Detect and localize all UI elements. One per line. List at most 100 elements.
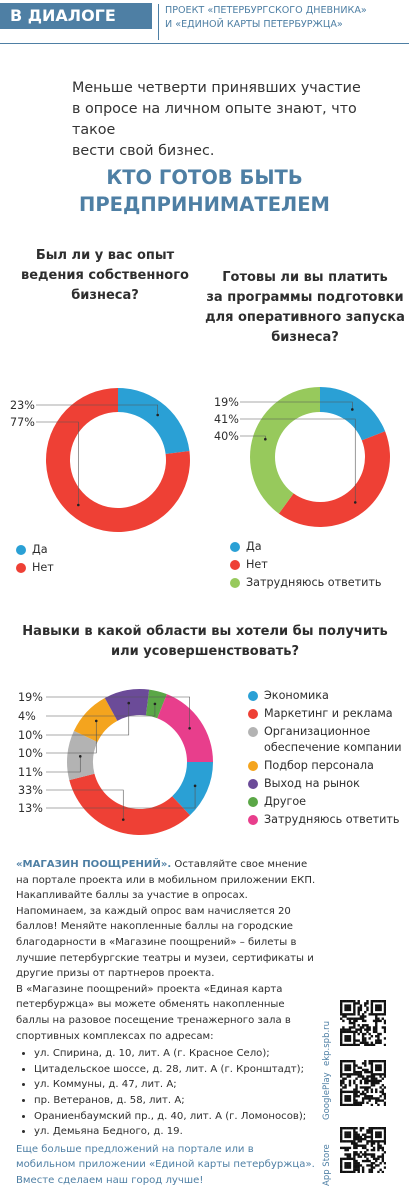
project-line-2: И «ЕДИНОЙ КАРТЫ ПЕТЕРБУРЖЦА» (165, 19, 343, 30)
legend-label: Затрудняюсь ответить (246, 576, 382, 589)
chart2-leader-dot (353, 501, 357, 504)
chart3-title-line: Навыки в какой области вы хотели бы полу… (22, 624, 388, 639)
address-item: ул. Коммуны, д. 47, лит. А; (34, 1077, 316, 1093)
legend-item: Маркетинг и реклама (248, 706, 402, 722)
chart2-value-label: 19% (214, 396, 239, 409)
legend-label: Нет (32, 561, 54, 574)
chart3-legend: Экономика Маркетинг и реклама Организацион… (248, 688, 402, 830)
address-item: Цитадельское шоссе, д. 28, лит. А (г. Кр… (34, 1062, 316, 1078)
address-item: Ораниенбаумский пр., д. 40, лит. А (г. Л… (34, 1109, 316, 1125)
chart1-value-label: 23% (10, 399, 35, 412)
chart1-title: Был ли у вас опыт ведения собственного б… (10, 246, 200, 306)
promo-text-1: Оставляйте свое мнение на портале проект… (16, 859, 316, 980)
qr-code-icon[interactable] (340, 1060, 387, 1107)
address-list: ул. Спирина, д. 10, лит. А (г. Красное С… (16, 1046, 316, 1140)
legend-swatch (248, 797, 258, 807)
legend-label: Другое (264, 795, 307, 808)
chart3-value-label: 10% (18, 729, 43, 742)
legend-item: Да (230, 539, 382, 555)
chart3-title: Навыки в какой области вы хотели бы полу… (10, 622, 400, 662)
chart3-leader-dot (127, 701, 131, 705)
header-divider (158, 4, 159, 40)
promo-cta: Еще больше предложений на портале или в … (16, 1143, 315, 1171)
chart2-value-label: 40% (214, 430, 239, 443)
chart1-slice-0 (118, 388, 190, 454)
chart1-leader-line (36, 421, 79, 506)
chart3-value-label: 11% (18, 766, 43, 779)
chart3-leader-line (46, 696, 190, 729)
chart2-legend: Да Нет Затрудняюсь ответить (230, 539, 382, 593)
chart3-title-line: или усовершенствовать? (110, 644, 300, 659)
chart3-leader-line (46, 785, 196, 809)
intro-line: вести свой бизнес. (72, 143, 215, 159)
project-line-1: ПРОЕКТ «ПЕТЕРБУРГСКОГО ДНЕВНИКА» (165, 5, 367, 16)
chart1-leader-line (36, 404, 158, 415)
chart1-leader-dot (77, 503, 80, 507)
legend-item: Другое (248, 794, 402, 810)
legend-label: Подбор персонала (264, 759, 374, 772)
legend-swatch (230, 542, 240, 552)
legend-label: Затрудняюсь ответить (264, 813, 400, 826)
chart3-leader-dot (153, 702, 157, 706)
legend-swatch (248, 691, 258, 701)
chart3-value-label: 19% (18, 691, 43, 704)
legend-label: обеспечение компании (264, 741, 402, 754)
project-title: ПРОЕКТ «ПЕТЕРБУРГСКОГО ДНЕВНИКА» И «ЕДИН… (165, 4, 405, 32)
legend-item: Нет (16, 560, 54, 576)
legend-label: Экономика (264, 689, 329, 702)
qr-label-ekp: ekp.spb.ru (322, 1020, 332, 1066)
legend-swatch (248, 709, 258, 719)
chart3-leader-dot (94, 719, 98, 723)
intro-line: в опросе на личном опыте знают, что тако… (72, 101, 357, 138)
chart3-value-label: 13% (18, 802, 43, 815)
chart2-title-line: бизнеса? (271, 330, 339, 345)
qr-code-icon[interactable] (340, 1000, 387, 1047)
chart3-slice-1 (69, 773, 190, 835)
legend-item: Выход на рынок (248, 776, 402, 792)
chart3-value-label: 10% (18, 747, 43, 760)
promo-title: «МАГАЗИН ПООЩРЕНИЙ». (16, 859, 172, 870)
chart2-title-line: для оперативного запуска (205, 310, 405, 325)
intro-line: Меньше четверти принявших участие (72, 80, 361, 96)
legend-swatch (248, 727, 258, 737)
chart3-leader-line (46, 703, 130, 736)
legend-item: Подбор персонала (248, 758, 402, 774)
legend-item: Затрудняюсь ответить (248, 812, 402, 828)
legend-item: Да (16, 542, 54, 558)
chart2-leader-line (240, 401, 353, 410)
legend-item: Организационное обеспечение компании (248, 724, 402, 756)
chart1-title-line: Был ли у вас опыт (35, 248, 175, 263)
chart3-leader-dot (121, 818, 125, 821)
chart2-value-label: 41% (214, 413, 239, 426)
legend-swatch (248, 815, 258, 825)
chart1-title-line: бизнеса? (71, 288, 139, 303)
chart2-slice-2 (250, 387, 320, 514)
chart3-leader-line (46, 703, 156, 717)
section-tag: В ДИАЛОГЕ (0, 3, 152, 29)
chart3-slice-6 (157, 694, 213, 762)
promo-closing: Вместе сделаем наш город лучше! (16, 1174, 204, 1186)
chart1-title-line: ведения собственного (21, 268, 189, 283)
legend-label: Маркетинг и реклама (264, 707, 393, 720)
chart3-leader-line (46, 756, 81, 773)
legend-label: Да (246, 540, 262, 553)
legend-item: Затрудняюсь ответить (230, 575, 382, 591)
chart1-slice-1 (46, 388, 191, 532)
main-title: КТО ГОТОВ БЫТЬ ПРЕДПРИНИМАТЕЛЕМ (20, 164, 389, 218)
promo-block: «МАГАЗИН ПООЩРЕНИЙ». Оставляйте свое мне… (16, 857, 316, 1188)
legend-item: Нет (230, 557, 382, 573)
chart2-title-line: за программы подготовки (206, 290, 404, 305)
chart1-leader-dot (156, 413, 159, 417)
legend-label: Да (32, 543, 48, 556)
chart2-slice-0 (320, 387, 386, 441)
legend-swatch (248, 779, 258, 789)
chart3-value-label: 4% (18, 710, 36, 723)
qr-label-appstore: App Store (322, 1144, 332, 1186)
chart1-legend: Да Нет (16, 542, 54, 578)
promo-paragraph-1: «МАГАЗИН ПООЩРЕНИЙ». Оставляйте свое мне… (16, 857, 316, 982)
address-item: пр. Ветеранов, д. 58, лит. А; (34, 1093, 316, 1109)
qr-code-icon[interactable] (340, 1127, 387, 1174)
legend-label: Выход на рынок (264, 777, 360, 790)
legend-label: Нет (246, 558, 268, 571)
